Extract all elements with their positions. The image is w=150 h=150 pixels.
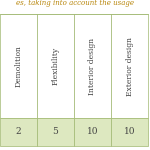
Text: 2: 2 [16,128,21,136]
Text: 5: 5 [52,128,59,136]
Text: 10: 10 [124,128,135,136]
Bar [74,118,111,146]
Text: Flexibility: Flexibility [51,47,60,85]
Bar [37,118,74,146]
Text: Demolition: Demolition [15,45,22,87]
Bar [0,118,37,146]
Bar [0,14,37,118]
Text: Exterior design: Exterior design [126,36,134,96]
Bar [37,14,74,118]
Bar [74,14,111,118]
Text: 10: 10 [87,128,98,136]
Bar [111,14,148,118]
Text: Interior design: Interior design [88,38,96,94]
Text: es, taking into account the usage: es, taking into account the usage [16,0,134,7]
Bar [111,118,148,146]
